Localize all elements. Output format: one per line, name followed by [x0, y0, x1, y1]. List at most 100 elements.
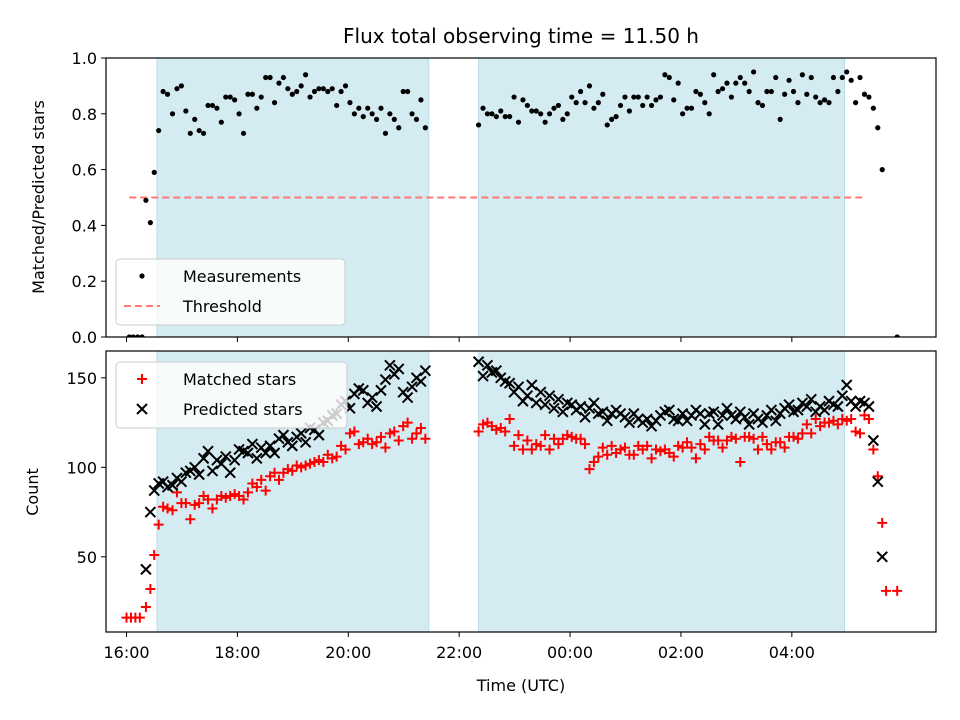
legend-marker-x — [136, 403, 148, 415]
data-point — [520, 97, 526, 103]
data-point — [307, 94, 313, 100]
data-point — [309, 456, 320, 467]
data-point — [875, 125, 881, 131]
x-tick-label: 16:00 — [103, 643, 149, 662]
data-point — [788, 431, 799, 442]
data-point — [277, 429, 290, 441]
data-point — [684, 105, 690, 111]
data-point — [316, 86, 322, 92]
data-point — [349, 426, 360, 437]
data-point — [289, 91, 295, 97]
legend-label: Matched stars — [183, 370, 296, 389]
data-point — [371, 437, 382, 448]
data-point — [777, 116, 783, 122]
data-point — [790, 88, 797, 95]
data-point — [242, 487, 253, 498]
data-point — [148, 484, 160, 497]
data-point — [894, 334, 900, 337]
x-axis-label: Time (UTC) — [476, 676, 565, 695]
data-point — [733, 80, 739, 86]
data-point — [870, 105, 876, 111]
data-point — [728, 94, 735, 100]
data-point — [821, 97, 828, 103]
data-point — [866, 94, 872, 100]
data-point — [726, 431, 737, 442]
data-point — [574, 400, 587, 413]
series-matched-stars — [121, 410, 903, 623]
data-point — [783, 398, 795, 411]
data-point — [344, 428, 355, 439]
data-point — [151, 169, 157, 175]
data-point — [347, 100, 353, 106]
legend-marker-plus — [137, 374, 147, 384]
data-point — [564, 111, 570, 117]
data-point — [507, 113, 513, 120]
x-tick-label: 22:00 — [436, 643, 482, 662]
data-point — [837, 414, 848, 425]
data-point — [713, 435, 724, 446]
data-point — [379, 373, 392, 386]
data-point — [673, 440, 684, 451]
data-point — [557, 406, 569, 418]
data-point — [299, 436, 312, 448]
data-point — [602, 449, 613, 460]
data-point — [756, 416, 769, 429]
data-point — [806, 428, 817, 439]
y-tick-label: 0.2 — [72, 272, 97, 291]
data-point — [140, 601, 151, 612]
legend-box — [115, 258, 346, 326]
data-point — [164, 91, 171, 97]
x-tick-label: 04:00 — [769, 643, 815, 662]
data-point — [844, 69, 850, 75]
data-point — [562, 430, 573, 441]
data-point — [413, 116, 420, 122]
data-point — [672, 415, 684, 427]
data-point — [648, 102, 655, 109]
data-point — [411, 428, 422, 439]
data-point — [522, 435, 533, 446]
data-point — [606, 440, 617, 451]
data-point — [254, 105, 260, 111]
data-point — [378, 105, 384, 111]
data-point — [282, 464, 293, 475]
data-point — [187, 130, 193, 136]
data-point — [593, 451, 604, 462]
data-point — [215, 458, 228, 470]
data-point — [481, 359, 494, 372]
data-point — [750, 69, 757, 75]
data-point — [402, 417, 413, 428]
data-point — [693, 88, 699, 95]
data-point — [716, 409, 729, 422]
data-point — [269, 467, 280, 478]
data-point — [362, 433, 373, 444]
y-tick-label: 0.6 — [72, 161, 97, 180]
data-point — [280, 74, 287, 81]
data-point — [489, 111, 495, 117]
data-point — [813, 94, 819, 100]
data-point — [805, 393, 817, 406]
data-point — [622, 94, 628, 100]
data-point — [375, 384, 387, 397]
bottom-y-axis-label: Count — [23, 468, 42, 516]
data-point — [715, 88, 721, 95]
data-point — [313, 455, 324, 466]
data-point — [746, 88, 752, 95]
data-point — [619, 442, 630, 453]
data-point — [551, 105, 557, 111]
data-point — [597, 442, 608, 453]
data-point — [298, 83, 304, 89]
y-tick-label: 1.0 — [72, 49, 97, 68]
data-point — [365, 105, 371, 111]
data-point — [214, 105, 220, 111]
x-tick-label: 02:00 — [658, 643, 704, 662]
data-point — [240, 130, 247, 136]
data-point — [405, 88, 411, 95]
data-point — [724, 80, 730, 86]
data-point — [686, 442, 697, 453]
data-point — [144, 506, 157, 518]
data-point — [401, 391, 414, 404]
data-point — [260, 485, 271, 496]
data-point — [420, 433, 431, 444]
data-point — [370, 400, 383, 413]
data-point — [861, 91, 868, 97]
